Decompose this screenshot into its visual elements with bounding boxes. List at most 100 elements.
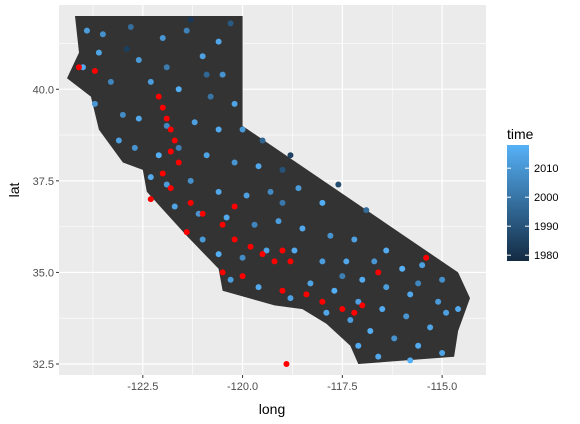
observation-point (183, 27, 190, 34)
observation-point (275, 218, 282, 225)
observation-point (327, 232, 334, 239)
observation-point (343, 258, 350, 265)
observation-point (215, 38, 222, 45)
highlighted-point (219, 269, 226, 276)
observation-point (107, 78, 114, 85)
observation-point (295, 185, 302, 192)
y-tick-label: 40.0 (33, 84, 54, 96)
observation-point (187, 16, 194, 23)
observation-point (347, 317, 354, 324)
observation-point (159, 34, 166, 41)
highlighted-point (271, 258, 278, 265)
observation-point (439, 350, 446, 357)
observation-point (443, 309, 450, 316)
highlighted-point (159, 170, 166, 177)
observation-point (215, 188, 222, 195)
observation-point (175, 86, 182, 93)
observation-point (219, 71, 226, 78)
highlighted-point (375, 269, 382, 276)
observation-point (255, 284, 262, 291)
highlighted-point (91, 67, 98, 74)
highlighted-point (219, 221, 226, 228)
observation-point (215, 126, 222, 133)
highlighted-point (303, 291, 310, 298)
observation-point (243, 192, 250, 199)
observation-point (155, 152, 162, 159)
observation-point (255, 163, 262, 170)
highlighted-point (239, 273, 246, 280)
observation-point (163, 181, 170, 188)
observation-point (199, 236, 206, 243)
observation-point (263, 247, 270, 254)
observation-point (127, 23, 134, 30)
observation-point (203, 71, 210, 78)
observation-point (279, 166, 286, 173)
data-points (75, 16, 462, 368)
legend-title: time (507, 126, 534, 142)
observation-point (287, 295, 294, 302)
observation-point (355, 298, 362, 305)
observation-point (163, 122, 170, 129)
observation-point (223, 214, 230, 221)
highlighted-point (155, 93, 162, 100)
y-tick-label: 32.5 (33, 359, 54, 371)
observation-point (407, 291, 414, 298)
observation-point (123, 45, 130, 52)
highlighted-point (199, 210, 206, 217)
observation-point (299, 225, 306, 232)
observation-point (131, 144, 138, 151)
highlighted-point (339, 306, 346, 313)
observation-point (427, 324, 434, 331)
observation-point (339, 273, 346, 280)
legend-label: 1980 (534, 250, 558, 262)
highlighted-point (247, 243, 254, 250)
highlighted-point (359, 302, 366, 309)
observation-point (191, 119, 198, 126)
observation-point (175, 144, 182, 151)
x-tick-label: -115.0 (427, 381, 457, 393)
observation-point (407, 357, 414, 364)
highlighted-point (231, 203, 238, 210)
highlighted-point (231, 236, 238, 243)
observation-point (331, 287, 338, 294)
observation-point (371, 258, 378, 265)
observation-point (267, 188, 274, 195)
highlighted-point (279, 287, 286, 294)
legend: time 1980 1990 2000 2010 (507, 126, 558, 262)
observation-point (367, 328, 374, 335)
highlighted-point (283, 361, 290, 368)
observation-point (375, 353, 382, 360)
observation-point (187, 177, 194, 184)
legend-label: 1990 (534, 221, 558, 233)
observation-point (163, 64, 170, 71)
observation-point (207, 93, 214, 100)
legend-ticks: 1980 1990 2000 2010 (507, 163, 558, 262)
observation-point (147, 78, 154, 85)
observation-point (215, 251, 222, 258)
observation-point (323, 309, 330, 316)
y-axis-title: lat (6, 183, 22, 198)
observation-point (147, 174, 154, 181)
legend-label: 2010 (534, 163, 558, 175)
highlighted-point (423, 254, 430, 261)
highlighted-point (159, 104, 166, 111)
highlighted-point (167, 126, 174, 133)
observation-point (251, 221, 258, 228)
observation-point (119, 111, 126, 118)
observation-point (279, 199, 286, 206)
observation-point (91, 100, 98, 107)
x-axis-title: long (259, 401, 285, 417)
observation-point (95, 49, 102, 56)
observation-point (307, 280, 314, 287)
highlighted-point (167, 148, 174, 155)
highlighted-point (175, 159, 182, 166)
observation-point (199, 53, 206, 60)
observation-point (319, 199, 326, 206)
y-tick-label: 35.0 (33, 267, 54, 279)
observation-point (351, 236, 358, 243)
observation-point (319, 258, 326, 265)
observation-point (239, 126, 246, 133)
observation-point (203, 152, 210, 159)
observation-point (115, 137, 122, 144)
